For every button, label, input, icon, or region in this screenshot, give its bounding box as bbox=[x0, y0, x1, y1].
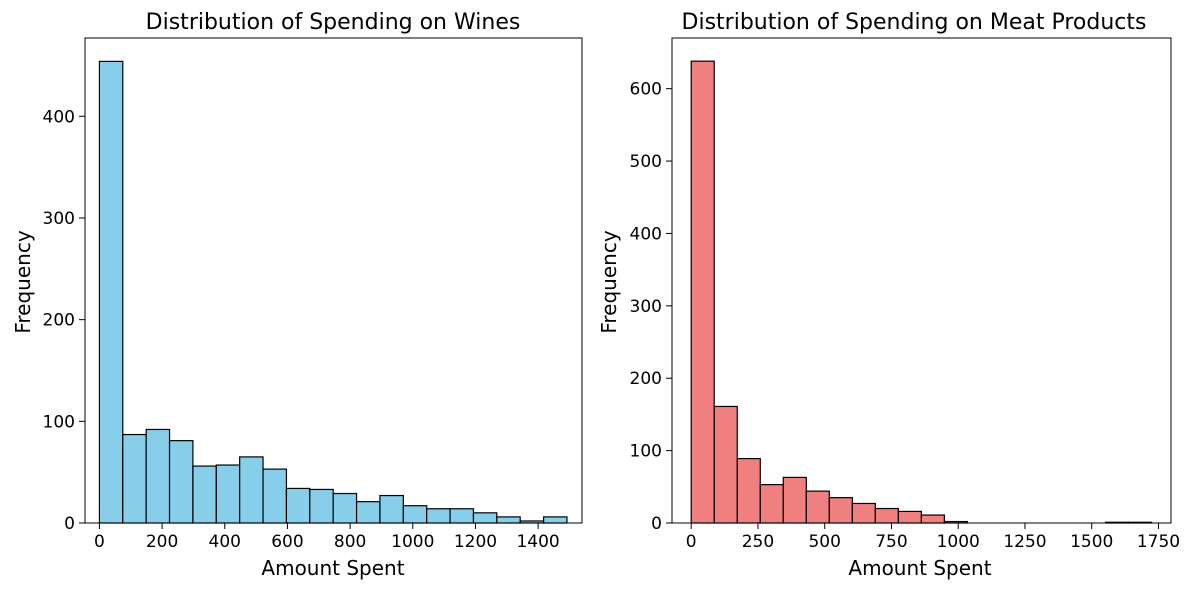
y-tick-label: 300 bbox=[43, 209, 75, 229]
x-tick-label: 1000 bbox=[937, 532, 980, 552]
histogram-bar bbox=[239, 456, 264, 524]
histogram-bar bbox=[262, 468, 288, 524]
histogram-bar bbox=[542, 516, 568, 524]
y-axis-label: Frequency bbox=[597, 230, 621, 333]
y-tick-label: 400 bbox=[630, 224, 662, 244]
histogram-bar bbox=[759, 484, 784, 524]
y-tick-label: 200 bbox=[43, 311, 75, 331]
chart-meat-products: Distribution of Spending on Meat Product… bbox=[597, 10, 1180, 580]
x-tick-label: 250 bbox=[742, 532, 774, 552]
y-tick-label: 0 bbox=[651, 514, 662, 534]
y-tick-label: 600 bbox=[630, 80, 662, 100]
histogram-bar bbox=[168, 440, 194, 524]
x-tick-label: 0 bbox=[686, 532, 697, 552]
y-tick-label: 400 bbox=[43, 107, 75, 127]
histogram-bar bbox=[851, 502, 876, 524]
histogram-bar bbox=[897, 510, 922, 524]
x-tick-label: 400 bbox=[209, 532, 241, 552]
y-tick-label: 0 bbox=[64, 514, 75, 534]
y-tick-label: 200 bbox=[630, 369, 662, 389]
histogram-bar bbox=[309, 488, 334, 524]
y-tick-label: 100 bbox=[630, 442, 662, 462]
histogram-bar bbox=[496, 516, 521, 524]
x-tick-label: 200 bbox=[146, 532, 178, 552]
histogram-bar bbox=[828, 497, 853, 524]
histogram-bar bbox=[355, 501, 381, 524]
x-tick-label: 1400 bbox=[516, 532, 559, 552]
y-tick-label: 100 bbox=[43, 412, 75, 432]
x-tick-label: 600 bbox=[271, 532, 303, 552]
y-tick-label: 500 bbox=[630, 152, 662, 172]
chart-wines: Distribution of Spending on Wines Amount… bbox=[11, 10, 583, 580]
x-tick-label: 1000 bbox=[391, 532, 434, 552]
x-tick-label: 1200 bbox=[454, 532, 497, 552]
x-tick-label: 500 bbox=[808, 532, 840, 552]
histogram-bar bbox=[713, 405, 738, 524]
histogram-bar bbox=[874, 507, 899, 524]
histogram-bar bbox=[285, 487, 311, 524]
chart-title: Distribution of Spending on Meat Product… bbox=[682, 10, 1147, 35]
x-tick-label: 1750 bbox=[1137, 532, 1180, 552]
x-tick-label: 0 bbox=[94, 532, 105, 552]
x-tick-label: 1250 bbox=[1003, 532, 1046, 552]
histogram-bar bbox=[122, 433, 147, 524]
x-axis-label: Amount Spent bbox=[261, 556, 404, 580]
histogram-bar bbox=[472, 512, 498, 524]
x-axis-label: Amount Spent bbox=[848, 556, 991, 580]
chart-title: Distribution of Spending on Wines bbox=[146, 10, 521, 35]
histogram-bar bbox=[145, 428, 171, 524]
histogram-bar bbox=[192, 465, 217, 524]
histogram-bar bbox=[215, 464, 241, 524]
histogram-bar bbox=[690, 60, 715, 524]
y-tick-label: 300 bbox=[630, 297, 662, 317]
histogram-bar bbox=[332, 492, 358, 524]
histogram-bar bbox=[449, 508, 475, 524]
histogram-bar bbox=[379, 494, 404, 524]
histogram-bar bbox=[805, 490, 830, 524]
plot-frame bbox=[671, 37, 1172, 524]
histogram-bar bbox=[402, 505, 428, 524]
histogram-bar bbox=[736, 457, 761, 524]
plot-frame bbox=[84, 37, 583, 524]
x-tick-label: 750 bbox=[875, 532, 907, 552]
histogram-bar bbox=[782, 476, 807, 524]
x-tick-label: 800 bbox=[334, 532, 366, 552]
histogram-bar bbox=[98, 60, 124, 524]
y-axis-label: Frequency bbox=[11, 230, 35, 333]
histogram-bar bbox=[920, 514, 945, 524]
histogram-bar bbox=[426, 508, 451, 524]
x-tick-label: 1500 bbox=[1070, 532, 1113, 552]
